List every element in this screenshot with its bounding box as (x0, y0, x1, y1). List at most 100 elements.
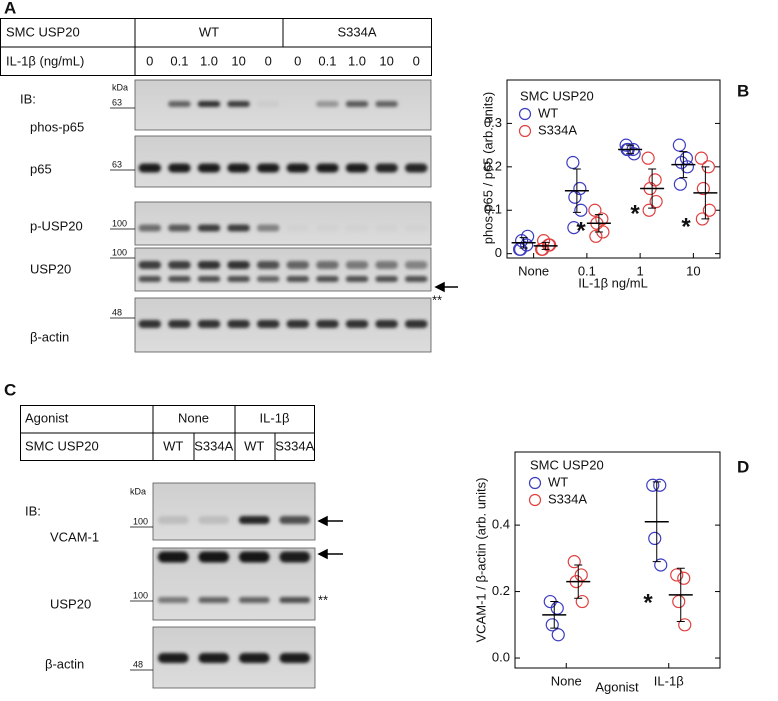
genotype-label: S334A (275, 438, 314, 453)
band (286, 224, 310, 232)
panel-label: B (737, 81, 749, 100)
data-point (551, 628, 565, 642)
data-point (648, 531, 662, 546)
blot-label: p-USP20 (30, 218, 83, 233)
data-point (654, 558, 668, 572)
band (404, 163, 428, 173)
data-point (574, 203, 588, 217)
significance-mark: * (643, 589, 653, 616)
x-axis-label: Agonist (595, 679, 639, 694)
band (375, 163, 398, 173)
band (238, 597, 270, 603)
genotype-label: WT (163, 438, 183, 453)
band (256, 276, 280, 282)
blot-label: USP20 (30, 261, 71, 276)
legend-label: WT (538, 105, 558, 120)
x-axis-label: IL-1β ng/mL (578, 275, 648, 290)
band (256, 163, 280, 173)
x-tick-label: None (518, 263, 549, 278)
band (138, 261, 162, 269)
mw-label: 100 (112, 218, 127, 228)
band (375, 320, 398, 328)
blot-label: VCAM-1 (50, 529, 99, 544)
band (138, 163, 162, 173)
dose-label: 1.0 (348, 53, 366, 68)
x-tick-label: 1 (637, 263, 644, 278)
blot (152, 482, 316, 541)
band (316, 224, 339, 232)
band (227, 101, 250, 107)
kda-label: kDa (112, 82, 128, 92)
band (345, 320, 369, 328)
legend-title: SMC USP20 (530, 457, 604, 472)
band (157, 653, 189, 663)
y-axis-label: VCAM-1 / β-actin (arb. units) (473, 478, 488, 643)
band (345, 224, 369, 232)
band (404, 224, 428, 232)
data-point (702, 203, 716, 217)
data-point (543, 238, 557, 252)
band (256, 224, 280, 232)
blot (134, 201, 432, 246)
band (227, 320, 250, 328)
legend-label: WT (548, 474, 568, 489)
band (168, 224, 191, 232)
y-tick-label: 0.4 (492, 517, 510, 532)
x-tick-label: None (551, 673, 582, 688)
data-point (673, 177, 687, 191)
band (197, 224, 221, 232)
band (157, 516, 189, 524)
legend-title: SMC USP20 (520, 88, 594, 103)
nonspecific-label: ** (318, 592, 328, 607)
band (345, 101, 369, 107)
band (279, 551, 311, 563)
band (168, 320, 191, 328)
row-title: SMC USP20 (6, 24, 80, 39)
band (198, 597, 230, 603)
band (256, 101, 280, 107)
band (197, 261, 221, 269)
data-point (575, 594, 589, 609)
y-tick-label: 0.3 (484, 115, 502, 130)
dose-label: 0 (413, 53, 420, 68)
band (138, 320, 162, 328)
mw-label: 48 (133, 659, 143, 669)
band (256, 261, 280, 269)
band (316, 163, 339, 173)
group-label: None (178, 410, 209, 425)
band (157, 551, 189, 563)
band (345, 261, 369, 269)
blot-label: β-actin (30, 329, 69, 344)
band (375, 224, 398, 232)
y-tick-label: 0.0 (492, 649, 510, 664)
row-title: SMC USP20 (25, 438, 99, 453)
dose-label: 1.0 (200, 53, 218, 68)
band (286, 276, 310, 282)
data-point (678, 618, 692, 632)
x-tick-label: IL-1β (654, 673, 684, 688)
data-point (642, 203, 656, 217)
significance-mark: * (576, 217, 586, 244)
legend-marker (518, 107, 532, 121)
data-point (672, 594, 686, 609)
ib-label: IB: (25, 503, 41, 518)
y-tick-label: 0 (495, 245, 502, 260)
data-point (567, 221, 581, 235)
arrow (317, 281, 458, 560)
band (197, 101, 221, 107)
blot-label: phos-p65 (30, 119, 84, 134)
band (157, 597, 189, 603)
group-label: WT (199, 24, 219, 39)
band (227, 261, 250, 269)
data-point (573, 181, 587, 196)
dose-label: 0 (265, 53, 272, 68)
data-point (653, 478, 667, 492)
band (238, 551, 270, 563)
band (227, 163, 250, 173)
band (286, 261, 310, 269)
dose-label: 0.1 (170, 53, 188, 68)
band (138, 224, 162, 232)
band (227, 276, 250, 282)
x-tick-label: 0.1 (578, 263, 596, 278)
